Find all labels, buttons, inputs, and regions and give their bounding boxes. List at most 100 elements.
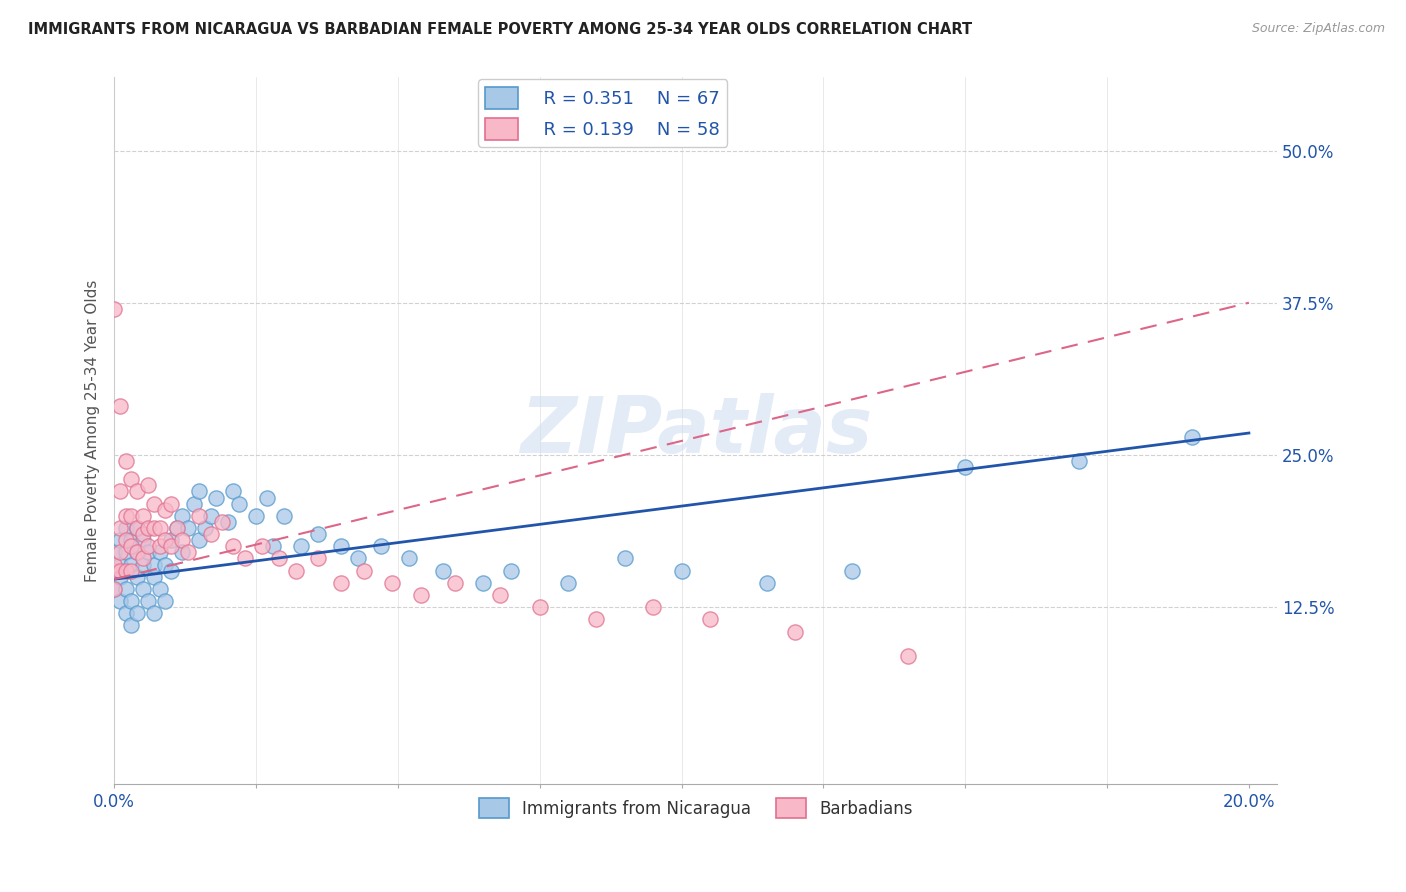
Point [177, 521, 200, 535]
Point [200, 527, 222, 541]
Text: IMMIGRANTS FROM NICARAGUA VS BARBADIAN FEMALE POVERTY AMONG 25-34 YEAR OLDS CORR: IMMIGRANTS FROM NICARAGUA VS BARBADIAN F… [28, 22, 972, 37]
Point [120, 618, 142, 632]
Point [131, 533, 153, 548]
Point [120, 558, 142, 572]
Point [108, 545, 131, 559]
Point [120, 594, 142, 608]
Point [699, 612, 721, 626]
Point [125, 521, 148, 535]
Point [103, 564, 125, 578]
Point [108, 521, 131, 535]
Point [114, 582, 136, 596]
Point [160, 533, 183, 548]
Point [131, 508, 153, 523]
Point [120, 533, 142, 548]
Point [160, 564, 183, 578]
Point [205, 491, 228, 505]
Point [897, 648, 920, 663]
Point [284, 564, 307, 578]
Point [142, 558, 165, 572]
Point [136, 539, 159, 553]
Point [330, 539, 353, 553]
Point [955, 460, 977, 475]
Point [125, 606, 148, 620]
Text: Source: ZipAtlas.com: Source: ZipAtlas.com [1251, 22, 1385, 36]
Point [148, 521, 170, 535]
Point [472, 575, 495, 590]
Point [166, 521, 188, 535]
Point [398, 551, 420, 566]
Point [114, 533, 136, 548]
Point [233, 551, 256, 566]
Point [136, 521, 159, 535]
Point [841, 564, 863, 578]
Point [250, 539, 273, 553]
Point [262, 539, 284, 553]
Point [172, 508, 194, 523]
Point [172, 533, 194, 548]
Point [136, 545, 159, 559]
Point [148, 539, 170, 553]
Point [222, 484, 245, 499]
Point [131, 558, 153, 572]
Point [409, 588, 432, 602]
Legend: Immigrants from Nicaragua, Barbadians: Immigrants from Nicaragua, Barbadians [472, 791, 920, 825]
Point [148, 545, 170, 559]
Point [125, 570, 148, 584]
Point [136, 478, 159, 492]
Point [142, 521, 165, 535]
Point [114, 521, 136, 535]
Point [267, 551, 290, 566]
Point [108, 594, 131, 608]
Point [228, 497, 250, 511]
Point [120, 508, 142, 523]
Point [370, 539, 392, 553]
Point [613, 551, 636, 566]
Point [222, 539, 245, 553]
Point [783, 624, 806, 639]
Point [643, 600, 665, 615]
Point [103, 564, 125, 578]
Y-axis label: Female Poverty Among 25-34 Year Olds: Female Poverty Among 25-34 Year Olds [86, 279, 100, 582]
Point [136, 594, 159, 608]
Point [245, 508, 267, 523]
Point [585, 612, 607, 626]
Point [432, 564, 454, 578]
Point [125, 521, 148, 535]
Point [131, 551, 153, 566]
Point [381, 575, 404, 590]
Point [125, 545, 148, 559]
Point [273, 508, 295, 523]
Point [120, 539, 142, 553]
Point [114, 454, 136, 468]
Point [177, 545, 200, 559]
Point [114, 508, 136, 523]
Point [155, 594, 177, 608]
Point [103, 558, 125, 572]
Point [148, 582, 170, 596]
Point [142, 606, 165, 620]
Point [108, 564, 131, 578]
Point [142, 570, 165, 584]
Point [103, 582, 125, 596]
Point [557, 575, 579, 590]
Point [183, 497, 205, 511]
Point [256, 491, 278, 505]
Point [125, 484, 148, 499]
Point [114, 545, 136, 559]
Point [166, 521, 188, 535]
Text: ZIPatlas: ZIPatlas [520, 392, 872, 468]
Point [108, 399, 131, 413]
Point [160, 497, 183, 511]
Point [108, 558, 131, 572]
Point [307, 551, 329, 566]
Point [108, 570, 131, 584]
Point [131, 527, 153, 541]
Point [211, 515, 233, 529]
Point [172, 545, 194, 559]
Point [108, 484, 131, 499]
Point [142, 497, 165, 511]
Point [443, 575, 465, 590]
Point [1067, 454, 1090, 468]
Point [103, 582, 125, 596]
